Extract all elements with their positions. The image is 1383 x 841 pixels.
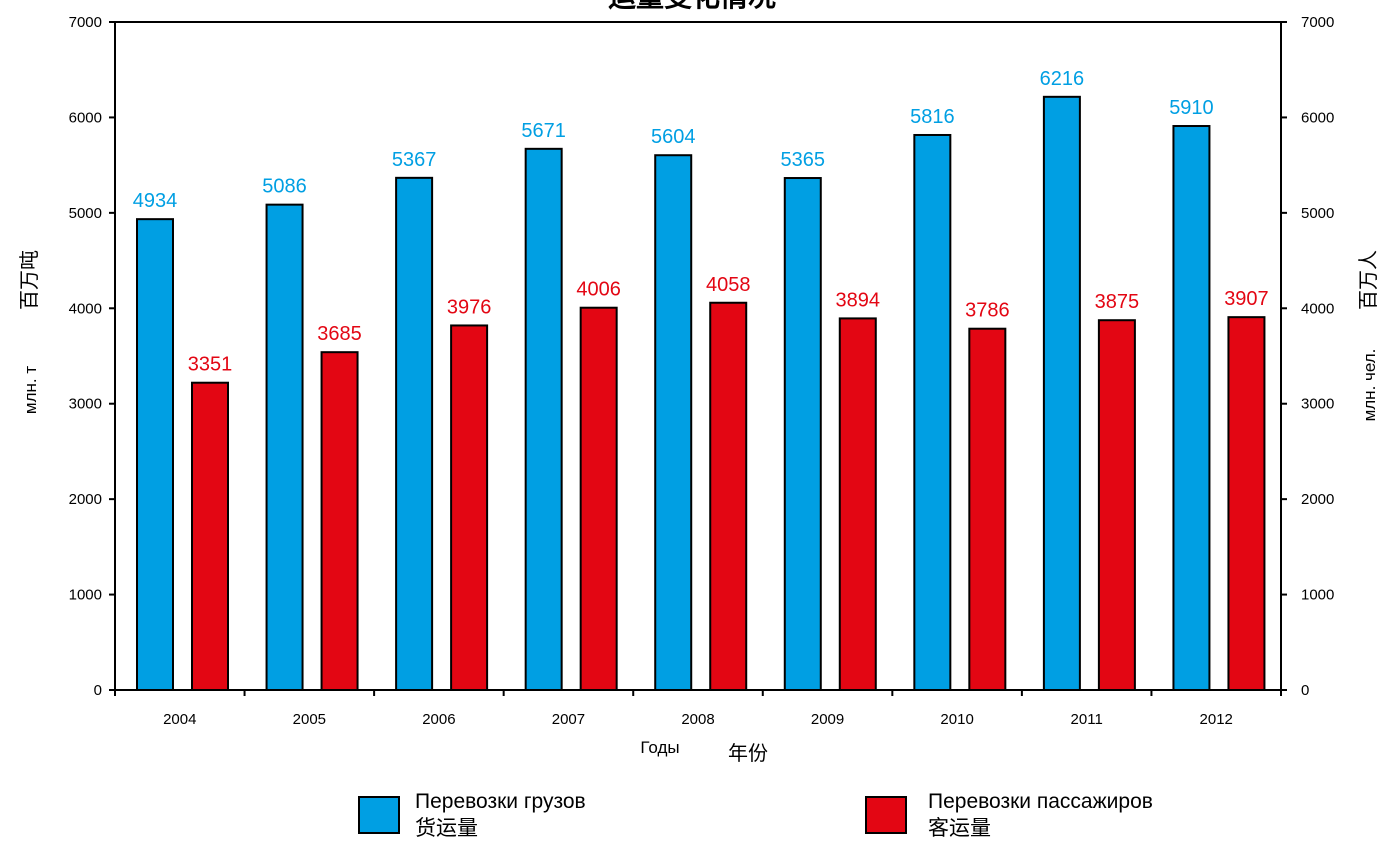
data-label-freight-2010: 5816: [910, 106, 955, 128]
data-label-freight-2008: 5604: [651, 126, 696, 148]
y2-axis-title: млн. чел.: [1360, 349, 1379, 422]
y-tick-label-2000: 2000: [69, 491, 102, 508]
y-tick-label-3000: 3000: [69, 396, 102, 413]
bars: [136, 95, 1266, 692]
bar-passenger-2012: [1227, 316, 1266, 691]
data-label-freight-2012: 5910: [1169, 97, 1214, 119]
y2-tick-label-5000: 5000: [1301, 205, 1334, 222]
x-axis-title: Годы: [640, 738, 679, 757]
y2-tick-label-0: 0: [1301, 682, 1309, 699]
y-tick-label-1000: 1000: [69, 587, 102, 604]
y-tick-label-5000: 5000: [69, 205, 102, 222]
data-label-passenger-2007: 4006: [576, 279, 621, 301]
data-label-passenger-2012: 3907: [1224, 288, 1269, 310]
bar-freight-2005: [265, 203, 304, 691]
bar-freight-2010: [913, 133, 952, 691]
bar-freight-2012: [1172, 125, 1211, 691]
data-label-freight-2009: 5365: [781, 149, 826, 171]
x-tick-label-2009: 2009: [811, 711, 844, 728]
bar-passenger-2011: [1097, 319, 1136, 691]
y2-tick-label-7000: 7000: [1301, 14, 1334, 31]
chart-title: 运量变化情况: [608, 0, 776, 13]
x-tick-label-2010: 2010: [940, 711, 973, 728]
bar-passenger-2008: [709, 301, 748, 691]
plot-area-frame: [114, 21, 1282, 691]
x-tick-label-2006: 2006: [422, 711, 455, 728]
y-axis-title: млн. т: [21, 366, 40, 414]
data-label-freight-2004: 4934: [133, 190, 178, 212]
y2-tick-label-3000: 3000: [1301, 396, 1334, 413]
data-label-passenger-2010: 3786: [965, 300, 1010, 322]
data-label-passenger-2004: 3351: [188, 354, 233, 376]
y2-tick-label-4000: 4000: [1301, 300, 1334, 317]
data-label-freight-2006: 5367: [392, 149, 437, 171]
bar-passenger-2005: [320, 351, 359, 691]
x-tick-label-2007: 2007: [552, 711, 585, 728]
y-tick-label-7000: 7000: [69, 14, 102, 31]
legend-label-freight: Перевозки грузов: [415, 790, 586, 813]
x-tick-label-2008: 2008: [681, 711, 714, 728]
y-axis-title-zh: 百万吨: [17, 250, 41, 310]
bar-passenger-2004: [191, 381, 229, 691]
data-label-freight-2011: 6216: [1040, 68, 1085, 90]
legend-label-passenger-zh: 客运量: [928, 816, 991, 840]
x-tick-label-2011: 2011: [1071, 711, 1103, 728]
legend-swatch-freight: [358, 796, 400, 834]
y2-tick-label-2000: 2000: [1301, 491, 1334, 508]
y-tick-label-0: 0: [94, 682, 102, 699]
bar-freight-2008: [654, 154, 693, 692]
x-tick-label-2004: 2004: [163, 711, 196, 728]
bar-passenger-2010: [968, 327, 1007, 691]
x-axis-title-zh: 年份: [728, 741, 768, 765]
right-axis: 0 1000 2000 3000 4000 5000 6000 7000: [1281, 14, 1334, 699]
legend-label-freight-zh: 货运量: [415, 816, 478, 840]
legend: Перевозки грузов 货运量 Перевозки пассажиро…: [358, 790, 1153, 840]
legend-swatch-passenger: [865, 796, 907, 834]
y-tick-label-4000: 4000: [69, 300, 102, 317]
data-label-passenger-2005: 3685: [317, 323, 362, 345]
bar-freight-2011: [1042, 95, 1081, 692]
bar-passenger-2006: [450, 324, 489, 691]
y-tick-label-6000: 6000: [69, 109, 102, 126]
data-label-passenger-2009: 3894: [836, 289, 881, 311]
bar-freight-2006: [395, 176, 434, 692]
data-label-freight-2005: 5086: [262, 176, 307, 198]
bar-passenger-2009: [838, 317, 877, 691]
bar-freight-2004: [136, 218, 174, 691]
legend-label-passenger: Перевозки пассажиров: [928, 790, 1153, 813]
bar-passenger-2007: [579, 306, 618, 691]
y2-axis-title-zh: 百万人: [1356, 250, 1380, 310]
y2-tick-label-6000: 6000: [1301, 109, 1334, 126]
x-tick-label-2012: 2012: [1200, 711, 1233, 728]
bar-freight-2007: [524, 147, 563, 691]
data-label-freight-2007: 5671: [521, 120, 566, 142]
bar-freight-2009: [783, 177, 822, 691]
data-labels: 4934 5086 5367 5671 5604 5365 5816 6216 5910 3351…: [133, 68, 1269, 376]
y2-tick-label-1000: 1000: [1301, 587, 1334, 604]
data-label-passenger-2011: 3875: [1095, 291, 1140, 313]
data-label-passenger-2008: 4058: [706, 274, 751, 296]
x-axis: 2004 2005 2006 2007 2008 2009 2010 2011 2012: [114, 690, 1282, 728]
data-label-passenger-2006: 3976: [447, 296, 492, 318]
x-tick-label-2005: 2005: [293, 711, 326, 728]
left-axis: 0 1000 2000 3000 4000 5000 6000 7000: [69, 14, 115, 699]
